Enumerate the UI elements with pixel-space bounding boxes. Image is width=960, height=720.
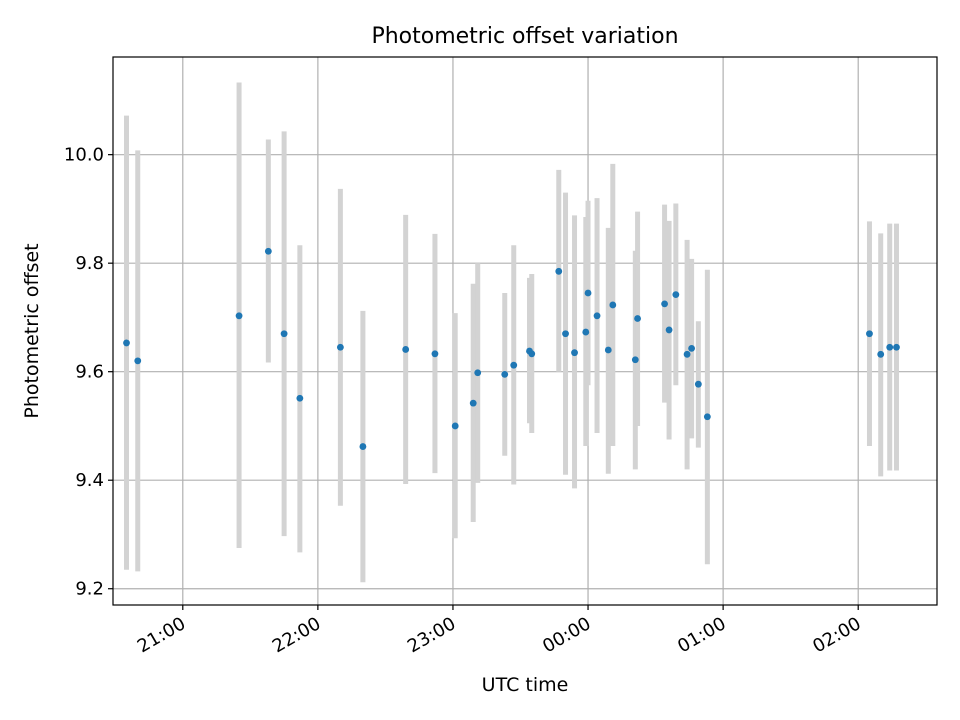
data-point	[877, 350, 885, 358]
data-point	[510, 361, 518, 369]
data-point	[688, 344, 696, 352]
data-point	[584, 289, 592, 297]
data-point	[703, 413, 711, 421]
data-point	[528, 350, 536, 358]
data-point	[582, 328, 590, 336]
data-point	[604, 346, 612, 354]
data-point	[634, 315, 641, 322]
plot-frame	[112, 56, 938, 606]
y-tick-label: 10.0	[64, 145, 104, 166]
data-point	[501, 371, 509, 378]
data-point	[555, 267, 563, 275]
data-point	[431, 350, 439, 358]
data-point	[359, 443, 367, 450]
data-point	[474, 369, 482, 377]
data-point	[609, 301, 617, 309]
y-tick-label: 9.6	[75, 362, 104, 383]
data-point	[593, 312, 601, 320]
data-point	[866, 330, 873, 338]
data-point	[264, 247, 272, 255]
data-point	[886, 343, 894, 351]
data-point	[235, 312, 243, 320]
x-axis-label: UTC time	[482, 674, 569, 696]
data-point	[123, 339, 130, 347]
y-axis-label: Photometric offset	[21, 243, 43, 418]
data-point	[893, 343, 900, 351]
data-point	[683, 350, 691, 358]
y-tick-label: 9.4	[75, 470, 104, 491]
data-point	[562, 330, 569, 338]
data-point	[672, 291, 680, 299]
point-layer	[123, 247, 900, 450]
chart-title: Photometric offset variation	[371, 24, 678, 49]
y-tick-label: 9.2	[75, 579, 104, 600]
data-point	[280, 330, 288, 338]
data-point	[134, 357, 142, 365]
data-point	[296, 394, 304, 402]
data-point	[451, 422, 459, 430]
data-point	[402, 346, 410, 353]
y-tick-label: 9.8	[75, 253, 104, 274]
data-point	[694, 380, 702, 388]
data-point	[571, 349, 578, 357]
data-point	[469, 399, 477, 407]
data-point	[631, 356, 639, 364]
data-point	[665, 326, 673, 334]
data-point	[661, 300, 668, 308]
data-point	[336, 343, 344, 351]
